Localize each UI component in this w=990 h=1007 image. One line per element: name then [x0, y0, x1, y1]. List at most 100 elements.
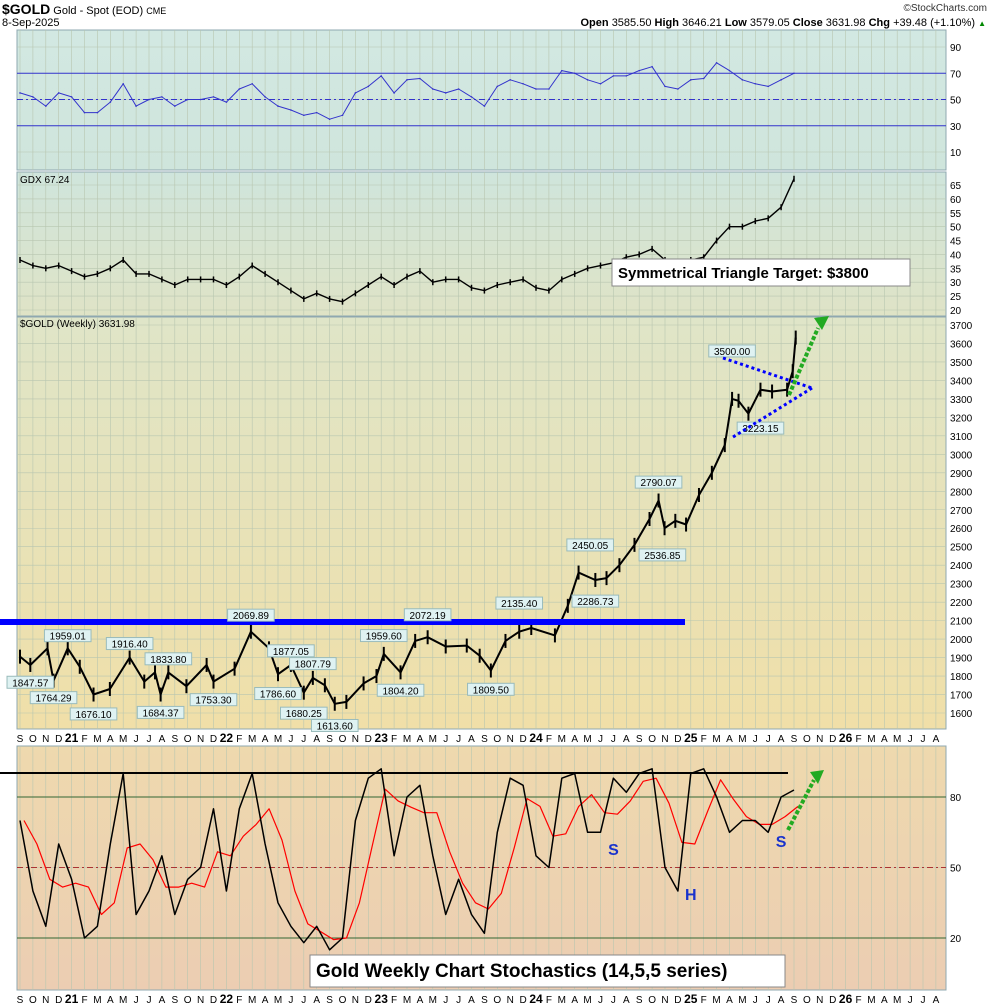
date-tick-label: F: [855, 995, 861, 1006]
y-tick-label: 50: [950, 223, 962, 234]
watermark: ©StockCharts.com: [903, 3, 987, 14]
price-label: 2790.07: [640, 478, 677, 489]
date-tick-label: A: [571, 995, 578, 1006]
date-tick-label: M: [558, 734, 566, 745]
date-tick-label: O: [339, 734, 347, 745]
date-tick-label: O: [803, 734, 811, 745]
symbol: $GOLD: [2, 1, 51, 17]
rsi-point: [741, 79, 744, 81]
price-label: 1684.37: [143, 708, 180, 719]
stoch-arrow-line: [786, 779, 816, 831]
date-tick-label: J: [766, 995, 771, 1006]
date-tick-label: 22: [220, 992, 234, 1006]
chart-date: 8-Sep-2025: [2, 17, 60, 29]
y-tick-label: 2200: [950, 598, 973, 609]
rsi-point: [174, 105, 176, 107]
open-value: 3585.50: [611, 17, 652, 29]
stoch-d-line: [23, 777, 799, 941]
date-tick-label: M: [429, 734, 437, 745]
y-tick-label: 2800: [950, 487, 973, 498]
price-label-box: [280, 706, 328, 720]
date-tick-label: M: [93, 995, 101, 1006]
rsi-point: [328, 118, 331, 120]
date-tick-label: F: [81, 995, 87, 1006]
y-tick-label: 35: [950, 264, 962, 275]
rsi-point: [32, 96, 34, 98]
y-tick-label: 55: [950, 209, 962, 220]
rsi-point: [470, 96, 473, 98]
date-tick-label: D: [829, 995, 836, 1006]
date-tick-label: F: [546, 995, 552, 1006]
date-tick-label: S: [791, 995, 798, 1006]
chg-label: Chg: [868, 17, 890, 29]
stoch-arrow-head-icon: [810, 770, 824, 784]
y-tick-label: 50: [950, 864, 962, 875]
date-tick-label: A: [107, 995, 114, 1006]
y-tick-label: 2600: [950, 524, 973, 535]
date-tick-label: A: [159, 995, 166, 1006]
date-tick-label: D: [674, 995, 681, 1006]
date-tick-label: M: [274, 995, 282, 1006]
price-label: 1809.50: [473, 685, 510, 696]
y-tick-label: 90: [950, 43, 962, 54]
y-tick-label: 3100: [950, 432, 973, 443]
date-tick-label: A: [623, 995, 630, 1006]
y-tick-label: 3300: [950, 395, 973, 406]
rsi-point: [625, 75, 628, 77]
date-tick-label: F: [81, 734, 87, 745]
open-label: Open: [580, 17, 609, 29]
date-tick-label: S: [791, 734, 798, 745]
stoch-title: Gold Weekly Chart Stochastics (14,5,5 se…: [316, 961, 728, 982]
rsi-point: [677, 88, 679, 90]
date-tick-label: M: [119, 734, 127, 745]
y-tick-label: 45: [950, 237, 962, 248]
price-label-box: [69, 707, 118, 721]
date-tick-label: A: [933, 734, 940, 745]
rsi-point: [535, 88, 537, 90]
date-tick-label: J: [301, 734, 306, 745]
y-tick-label: 2900: [950, 469, 973, 480]
price-label-box: [736, 421, 785, 435]
rsi-point: [354, 92, 357, 94]
price-label: 1676.10: [75, 710, 112, 721]
y-tick-label: 1600: [950, 709, 973, 720]
date-tick-label: J: [134, 734, 139, 745]
rsi-point: [238, 88, 241, 90]
date-tick-label: S: [326, 995, 333, 1006]
price-label-box: [289, 657, 337, 671]
triangle-target-box: [611, 258, 911, 287]
date-tick-label: M: [403, 734, 411, 745]
date-tick-label: A: [726, 734, 733, 745]
date-tick-label: J: [288, 734, 293, 745]
date-tick-label: A: [726, 995, 733, 1006]
rsi-point: [251, 82, 253, 85]
y-tick-label: 3500: [950, 358, 973, 369]
date-tick-label: O: [803, 995, 811, 1006]
date-tick-label: A: [468, 734, 475, 745]
price-label-box: [105, 637, 154, 651]
date-tick-label: O: [29, 734, 37, 745]
close-label: Close: [792, 17, 823, 29]
instrument-name: Gold - Spot (EOD): [53, 5, 144, 17]
pattern-label: S: [608, 842, 619, 859]
date-tick-label: F: [855, 734, 861, 745]
price-label: 2135.40: [501, 599, 538, 610]
date-tick-label: J: [443, 734, 448, 745]
y-tick-label: 3600: [950, 339, 973, 350]
rsi-point: [599, 82, 602, 85]
date-tick-label: J: [921, 995, 926, 1006]
date-tick-label: J: [753, 734, 758, 745]
date-tick-label: J: [288, 995, 293, 1006]
date-tick-label: 22: [220, 731, 234, 745]
date-tick-label: 26: [839, 731, 853, 745]
y-tick-label: 10: [950, 148, 962, 159]
rsi-point: [303, 114, 305, 117]
exchange: CME: [146, 6, 167, 16]
rsi-point: [651, 65, 653, 68]
date-tick-label: J: [921, 734, 926, 745]
date-tick-label: M: [738, 995, 746, 1006]
date-tick-label: D: [519, 734, 526, 745]
y-tick-label: 80: [950, 793, 962, 804]
date-tick-label: O: [184, 734, 192, 745]
rsi-point: [57, 92, 60, 94]
